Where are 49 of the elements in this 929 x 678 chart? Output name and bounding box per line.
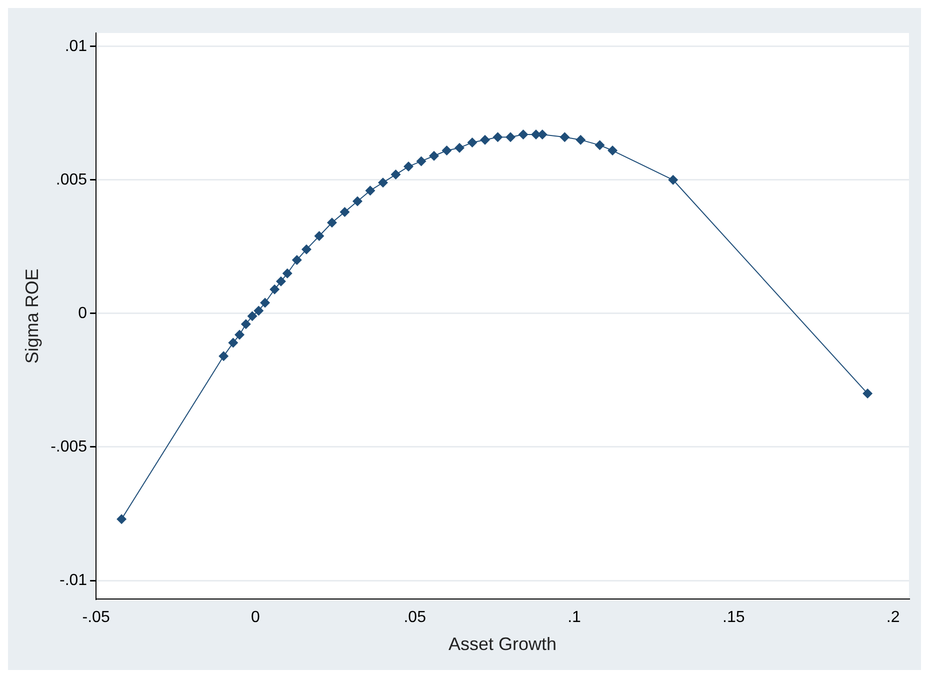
y-tick-label: -.01	[59, 572, 88, 589]
point	[326, 218, 337, 228]
point	[467, 138, 478, 148]
point	[492, 132, 503, 142]
point	[480, 134, 490, 145]
point	[254, 306, 264, 316]
point	[442, 146, 452, 156]
point	[390, 170, 401, 180]
point	[282, 268, 292, 278]
point	[276, 276, 286, 286]
x-tick-label: .15	[722, 609, 745, 626]
y-axis-title: Sigma ROE	[22, 268, 42, 364]
point	[116, 514, 127, 524]
y-tick-label: -.005	[50, 438, 88, 456]
point	[668, 174, 678, 185]
point	[301, 244, 312, 254]
point	[240, 319, 251, 330]
x-tick-label: -.05	[82, 609, 110, 626]
point	[560, 132, 570, 142]
point	[518, 129, 528, 140]
point	[340, 206, 350, 217]
x-tick-label: .2	[886, 609, 900, 626]
point	[506, 132, 516, 142]
point	[270, 284, 280, 294]
point	[247, 311, 258, 322]
point	[403, 162, 414, 172]
point	[862, 388, 873, 399]
point	[576, 134, 586, 145]
point	[260, 298, 270, 308]
point	[352, 196, 362, 206]
point	[594, 140, 605, 150]
y-tick-label: .01	[64, 38, 88, 55]
point	[234, 330, 245, 340]
x-tick-label: 0	[251, 609, 260, 626]
point	[292, 255, 302, 266]
y-tick-label: .005	[56, 171, 88, 188]
point	[218, 351, 229, 362]
x-tick-label: .05	[404, 609, 426, 626]
point	[378, 178, 388, 188]
point	[454, 142, 464, 153]
point	[428, 150, 439, 161]
point	[228, 338, 238, 348]
point	[314, 230, 324, 241]
y-tick-label: 0	[78, 304, 88, 322]
point	[365, 186, 376, 196]
point	[416, 156, 426, 166]
x-tick-label: .1	[568, 609, 582, 626]
x-axis-title: Asset Growth	[448, 634, 557, 654]
point	[608, 146, 618, 156]
